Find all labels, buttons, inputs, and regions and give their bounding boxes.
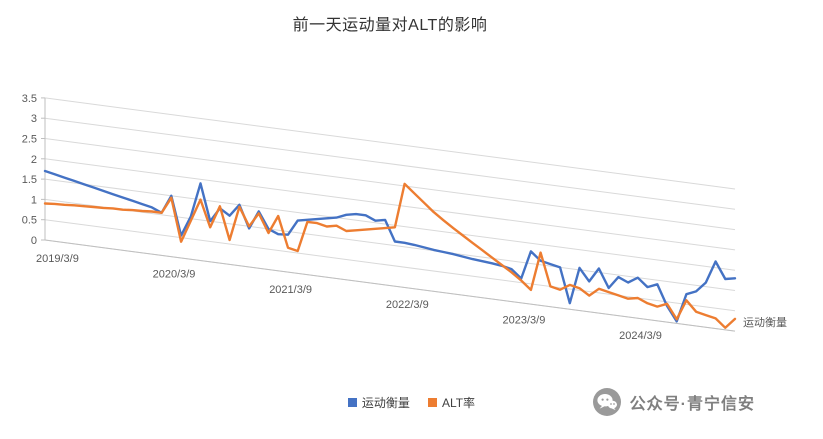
- x-axis-tick-label: 2023/3/9: [503, 315, 546, 327]
- gridline: [44, 138, 736, 231]
- y-axis-tick-label: 3.5: [22, 93, 37, 105]
- legend-item-exercise: 运动衡量: [347, 394, 410, 411]
- x-axis-tick-label: 2021/3/9: [269, 284, 312, 296]
- legend-item-alt: ALT率: [427, 394, 476, 411]
- legend-label-alt: ALT率: [441, 396, 476, 410]
- legend-swatch-blue: [347, 398, 357, 407]
- legend-swatch-orange: [427, 398, 437, 407]
- y-axis-tick-label: 0.5: [22, 215, 37, 227]
- gridline: [44, 117, 736, 210]
- x-axis-tick-label: 2022/3/9: [386, 299, 429, 311]
- y-axis-tick-label: 2: [31, 154, 37, 166]
- wechat-icon: [592, 388, 621, 416]
- watermark: 公众号·青宁信安: [592, 387, 755, 417]
- y-axis-tick-label: 2.5: [22, 134, 37, 146]
- y-axis-tick-label: 1: [31, 194, 37, 206]
- chart-legend: 运动衡量 ALT率: [0, 394, 823, 411]
- series-line-alt: [43, 182, 737, 329]
- x-axis-tick-label: 2020/3/9: [153, 268, 196, 280]
- y-axis-tick-label: 1.5: [22, 174, 37, 186]
- y-axis-tick-label: 3: [31, 113, 37, 125]
- y-axis-tick-label: 0: [31, 235, 37, 247]
- gridline: [44, 158, 736, 251]
- gridline: [44, 178, 736, 271]
- gridline: [44, 198, 736, 291]
- x-axis-tick-label: 2024/3/9: [619, 330, 662, 342]
- legend-label-exercise: 运动衡量: [361, 396, 410, 410]
- x-axis-tick-label: 2019/3/9: [36, 253, 79, 265]
- chart-title: 前一天运动量对ALT的影响: [292, 17, 488, 34]
- watermark-text: 公众号·青宁信安: [629, 396, 755, 413]
- depth-axis-label: 运动衡量: [743, 316, 787, 329]
- gridline: [44, 97, 736, 190]
- x-axis-line: [44, 239, 736, 332]
